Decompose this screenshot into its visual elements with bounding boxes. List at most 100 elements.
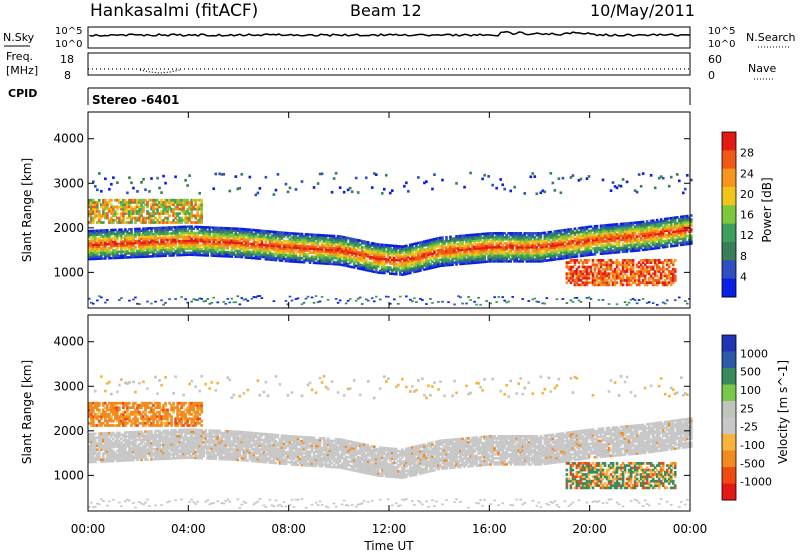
echo-cell [457,258,460,262]
echo-cell [140,245,143,249]
echo-cell [585,233,589,237]
echo-cell [607,223,611,227]
echo-cell [441,246,444,249]
echo-cell [124,212,127,215]
echo-cell [409,298,412,301]
echo-cell [397,259,400,262]
echo-cell [156,236,159,240]
echo-cell [268,248,272,251]
echo-cell [549,246,553,250]
echo-cell [649,237,653,241]
echo-cell [627,230,631,233]
echo-cell [573,243,577,247]
echo-cell [499,236,502,239]
echo-cell [461,238,464,242]
echo-cell [459,234,462,238]
echo-cell [130,256,133,259]
echo-cell [407,248,410,251]
echo-cell [647,223,651,227]
echo-cell [419,243,422,246]
echo-cell [122,236,125,239]
echo-cell [170,238,173,241]
echo-cell [318,255,322,259]
echo-cell [591,247,595,250]
echo-cell [479,232,482,236]
echo-cell [254,296,258,299]
echo-cell [663,281,667,284]
echo-cell [364,262,368,266]
echo-cell [250,252,254,256]
echo-cell [168,201,171,204]
echo-cell [429,246,432,250]
echo-cell [651,223,655,226]
echo-cell [559,235,563,238]
echo-cell [657,224,661,228]
echo-cell [330,190,334,194]
echo-cell [599,226,603,229]
echo-cell [242,235,246,239]
echo-cell [292,248,296,251]
echo-cell [485,244,488,247]
echo-cell [136,201,139,204]
echo-cell [104,239,107,242]
echo-cell [240,231,244,235]
echo-cell [240,297,244,299]
echo-cell [577,234,581,238]
echo-cell [184,237,187,241]
echo-cell [535,300,539,303]
echo-cell [501,232,504,235]
echo-cell [118,250,121,254]
echo-cell [268,250,272,253]
echo-cell [579,246,583,250]
echo-cell [314,251,318,255]
echo-cell [280,251,284,254]
echo-cell [220,244,224,248]
echo-cell [579,230,583,234]
echo-cell [364,250,368,254]
echo-cell [601,226,605,229]
echo-cell [477,233,480,236]
echo-cell [473,261,476,265]
echo-cell [366,261,370,264]
echo-cell [643,267,647,271]
echo-cell [292,244,296,247]
echo-cell [272,234,276,238]
echo-cell [621,270,625,273]
echo-cell [160,212,163,215]
echo-cell [252,234,256,238]
echo-cell [543,249,547,253]
echo-cell [521,260,525,263]
echo-cell [350,253,354,257]
echo-cell [146,247,149,250]
echo-cell [565,302,569,304]
echo-cell [511,244,515,247]
echo-cell [328,238,332,242]
echo-cell [162,226,165,230]
echo-cell [226,247,230,250]
echo-cell [276,249,280,252]
echo-cell [106,299,109,301]
echo-cell [479,238,482,242]
echo-cell [170,254,173,257]
echo-cell [150,231,153,234]
echo-cell [613,223,617,226]
echo-cell [364,264,368,268]
echo-cell [120,228,123,231]
echo-cell [368,243,372,247]
echo-cell [653,272,657,276]
echo-cell [350,237,354,241]
echo-cell [583,234,587,237]
echo-cell [130,214,133,218]
echo-cell [507,240,510,243]
echo-cell [184,298,187,301]
echo-cell [615,229,619,232]
echo-cell [94,205,97,209]
echo-cell [144,239,147,242]
echo-cell [639,232,643,236]
echo-cell [136,241,139,245]
echo-cell [200,239,203,243]
echo-cell [619,263,623,267]
echo-cell [635,221,639,224]
echo-cell [90,253,93,257]
echo-cell [292,234,296,237]
